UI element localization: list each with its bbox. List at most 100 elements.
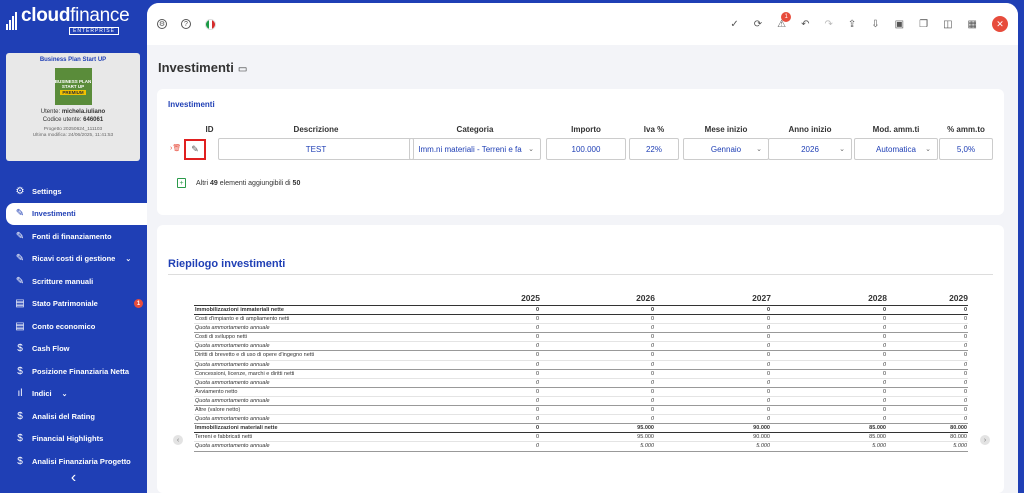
columns-icon[interactable]: ◫: [943, 18, 953, 30]
sidebar-item-settings[interactable]: ⚙ Settings: [6, 180, 147, 203]
sidebar-item-label: Investimenti: [32, 209, 76, 219]
mese-value: Gennaio: [710, 144, 742, 154]
row-label: Quota ammortamento annuale: [195, 361, 270, 368]
perc-amm-field[interactable]: 5,0%: [939, 138, 993, 160]
row-value: 0: [650, 343, 654, 350]
sidebar-item-stato-patrimoniale[interactable]: ▤ Stato Patrimoniale 1: [6, 293, 147, 316]
row-value: 95.000: [637, 434, 654, 441]
check-icon[interactable]: ✓: [730, 18, 739, 30]
user-label: Utente:: [40, 109, 61, 115]
row-label: Costi d'impianto e di ampliamento netti: [195, 316, 290, 323]
row-value: 0: [766, 416, 770, 423]
sidebar-item-ricavi-costi-di-gestione[interactable]: ✎ Ricavi costi di gestione ⌄: [6, 248, 147, 271]
row-value: 0: [963, 379, 967, 386]
row-value: 0: [766, 407, 770, 414]
riepilogo-header: 2025 2026 2027 2028 2029: [194, 292, 968, 306]
dollar-icon: $: [17, 455, 23, 467]
edit-row-button[interactable]: ✎: [184, 139, 206, 160]
mese-inizio-select[interactable]: Gennaio ⌄: [683, 138, 769, 160]
page-title: Investimenti ▭: [158, 60, 247, 75]
row-value: 0: [963, 334, 967, 341]
row-value: 0: [766, 334, 770, 341]
logo: cloudfinance ENTERPRISE: [0, 0, 147, 42]
layout-icon[interactable]: ▦: [967, 18, 977, 30]
sidebar-item-posizione-finanziaria-netta[interactable]: $ Posizione Finanziaria Netta: [6, 360, 147, 383]
edit-icon: ✎: [15, 208, 25, 220]
mod-amm-select[interactable]: Automatica ⌄: [854, 138, 938, 160]
dollar-icon: $: [17, 343, 23, 355]
row-label: Quota ammortamento annuale: [195, 325, 270, 332]
undo-icon[interactable]: ↶: [801, 18, 810, 30]
row-value: 0: [650, 352, 654, 359]
row-value: 0: [882, 379, 886, 386]
row-value: 0: [882, 397, 886, 404]
row-value: 5.000: [872, 443, 886, 450]
row-value: 0: [963, 343, 967, 350]
row-value: 0: [650, 416, 654, 423]
row-value: 0: [535, 352, 539, 359]
add-count: 49: [210, 179, 218, 187]
sidebar-item-investimenti[interactable]: ✎ Investimenti: [6, 202, 147, 225]
categoria-select[interactable]: Imm.ni materiali - Terreni e fa ⌄: [409, 138, 541, 160]
row-value: 0: [882, 361, 886, 368]
add-middle: elementi aggiungibili di: [219, 179, 291, 187]
row-label: Quota ammortamento annuale: [195, 443, 270, 450]
sidebar-item-label: Stato Patrimoniale: [32, 299, 98, 309]
sidebar-item-scritture-manuali[interactable]: ✎ Scritture manuali: [6, 270, 147, 293]
project-card: Business Plan Start UP BUSINESS PLAN STA…: [6, 53, 140, 161]
row-label: Quota ammortamento annuale: [195, 416, 270, 423]
row-value: 0: [650, 388, 654, 395]
upload-icon[interactable]: ⇪: [847, 18, 857, 30]
row-value: 0: [882, 343, 886, 350]
col-mese-inizio: Mese inizio: [704, 125, 748, 134]
save-icon[interactable]: ▣: [894, 18, 905, 30]
descrizione-field[interactable]: TEST: [218, 138, 414, 160]
scroll-right-icon[interactable]: ›: [980, 435, 990, 445]
row-label: Quota ammortamento annuale: [195, 343, 270, 350]
download-icon[interactable]: ⇩: [871, 18, 880, 30]
row-label: Diritti di brevetto e di uso di opere d'…: [195, 352, 315, 359]
refresh-icon[interactable]: ⟳: [753, 18, 763, 30]
anno-inizio-select[interactable]: 2026 ⌄: [768, 138, 852, 160]
settings-icon[interactable]: ⚙: [157, 19, 167, 29]
warning-icon[interactable]: ⚠ 1: [777, 11, 792, 30]
italian-flag-icon[interactable]: [205, 18, 216, 30]
table-row: Quota ammortamento annuale 0 0 0 0 0: [194, 342, 968, 352]
sidebar-item-analisi-finanziaria-progetto[interactable]: $ Analisi Finanziaria Progetto: [6, 450, 147, 473]
row-value: 0: [535, 397, 539, 404]
copy-icon[interactable]: ❐: [919, 18, 929, 30]
sidebar-item-indici[interactable]: ıl Indici ⌄: [6, 383, 147, 406]
scroll-left-icon[interactable]: ‹: [173, 435, 183, 445]
row-label: Immobilizzazioni immateriali nette: [195, 307, 284, 313]
close-icon[interactable]: ✕: [992, 16, 1008, 32]
help-icon[interactable]: ?: [181, 19, 191, 29]
row-value: 0: [882, 407, 886, 414]
row-value: 0: [535, 379, 539, 386]
riepilogo-table: 2025 2026 2027 2028 2029 Immobilizzazioni im…: [194, 292, 968, 452]
gear-icon: ⚙: [15, 185, 25, 197]
user-code: 646061: [83, 117, 104, 123]
iva-field[interactable]: 22%: [629, 138, 679, 160]
sidebar-item-conto-economico[interactable]: ▤ Conto economico: [6, 315, 147, 338]
riepilogo-title: Riepilogo investimenti: [168, 258, 286, 270]
col-descrizione: Descrizione: [293, 125, 339, 134]
pencil-icon: ✎: [191, 144, 199, 154]
redo-icon[interactable]: ↷: [824, 18, 833, 30]
table-row: Immobilizzazioni materiali nette 0 95.000 9…: [194, 424, 968, 434]
sidebar-item-fonti-di-finanziamento[interactable]: ✎ Fonti di finanziamento: [6, 225, 147, 248]
sidebar-item-cash-flow[interactable]: $ Cash Flow: [6, 338, 147, 361]
col-perc-amm: % amm.to: [947, 125, 985, 134]
add-file-icon[interactable]: +: [177, 178, 186, 188]
document-icon[interactable]: ▭: [237, 64, 248, 75]
chevron-down-icon: ⌄: [756, 146, 762, 153]
delete-row-icon[interactable]: ›🗑: [170, 145, 182, 152]
project-id: Progetto 20250624_111103: [43, 127, 103, 132]
collapse-sidebar-icon[interactable]: ‹: [70, 469, 77, 486]
row-value: 0: [963, 316, 967, 323]
row-value: 0: [650, 334, 654, 341]
sidebar-item-analisi-del-rating[interactable]: $ Analisi del Rating: [6, 405, 147, 428]
row-value: 0: [882, 370, 886, 377]
col-importo: Importo: [571, 125, 601, 134]
importo-field[interactable]: 100.000: [546, 138, 626, 160]
sidebar-item-financial-highlights[interactable]: $ Financial Highlights: [6, 428, 147, 451]
